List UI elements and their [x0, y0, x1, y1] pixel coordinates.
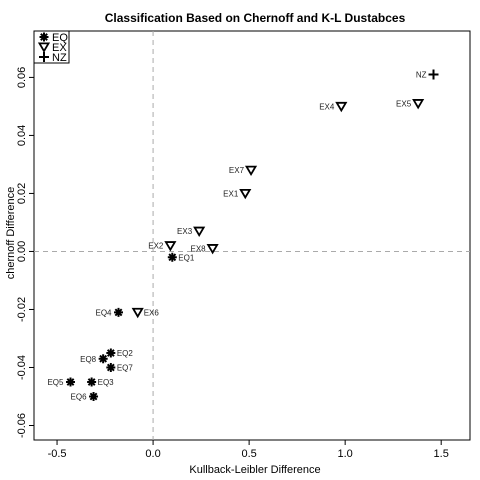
point-label-eq7: EQ7 [117, 363, 134, 372]
point-ex7 [244, 165, 258, 177]
point-eq6 [89, 391, 99, 401]
point-nz [428, 69, 439, 80]
point-label-nz: NZ [416, 71, 427, 80]
point-label-ex4: EX4 [319, 102, 335, 111]
x-tick-label: -0.5 [48, 448, 67, 460]
x-tick-label: 1.0 [338, 448, 353, 460]
chart-title: Classification Based on Chernoff and K-L… [105, 11, 406, 25]
point-eq4 [114, 307, 124, 317]
point-label-ex8: EX8 [191, 245, 207, 254]
y-tick-label: -0.06 [16, 413, 28, 438]
point-label-eq6: EQ6 [71, 392, 88, 401]
point-eq8 [98, 354, 108, 364]
point-label-ex7: EX7 [229, 166, 245, 175]
legend-label-nz: NZ [52, 52, 67, 64]
point-ex6 [131, 307, 144, 319]
y-axis-label: chernoff Difference [5, 187, 17, 280]
point-label-eq5: EQ5 [47, 378, 64, 387]
legend-label-eq: EQ [52, 32, 68, 44]
point-label-eq2: EQ2 [117, 349, 134, 358]
y-tick-label: 0.04 [16, 125, 28, 146]
point-label-eq8: EQ8 [80, 355, 97, 364]
series-eq: EQ1 EQ2 EQ3 EQ4 EQ5 EQ6 EQ7 EQ8 [47, 252, 195, 401]
x-tick-label: 0.5 [241, 448, 256, 460]
point-eq3 [87, 377, 97, 387]
point-label-ex6: EX6 [144, 308, 160, 317]
x-axis-label: Kullback-Leibler Difference [189, 464, 320, 476]
legend-marker-ex [37, 42, 51, 53]
point-label-ex1: EX1 [223, 189, 239, 198]
y-tick-label: -0.04 [16, 355, 28, 380]
plot-frame [33, 30, 471, 441]
point-label-ex2: EX2 [148, 242, 164, 251]
y-tick-label: 0.00 [16, 241, 28, 262]
plot-layer: -0.5 0.0 0.5 1.0 1.5 -0.06 -0.04 -0.02 0.00 0.02 0… [16, 30, 471, 460]
point-ex5 [412, 99, 425, 110]
point-eq5 [65, 377, 75, 387]
point-ex2 [164, 241, 177, 252]
x-tick-label: 0.0 [145, 448, 160, 460]
y-tick-label: 0.06 [16, 67, 28, 88]
series-nz: NZ [416, 69, 439, 80]
point-ex4 [335, 101, 348, 113]
y-tick-label: -0.02 [16, 297, 28, 322]
series-ex: EX1 EX2 EX3 EX4 EX5 EX6 EX7 EX8 [131, 99, 425, 319]
point-ex3 [193, 226, 206, 237]
y-tick-label: 0.02 [16, 183, 28, 204]
point-label-eq3: EQ3 [98, 378, 115, 387]
point-eq7 [106, 362, 116, 372]
point-ex1 [239, 188, 252, 200]
legend-label-ex: EX [52, 42, 67, 54]
point-label-ex5: EX5 [396, 100, 412, 109]
point-eq1 [167, 252, 177, 262]
point-eq2 [106, 348, 116, 358]
legend-marker-eq [39, 32, 49, 42]
point-ex8 [206, 244, 219, 255]
legend-marker-nz [39, 52, 49, 62]
point-label-ex3: EX3 [177, 227, 193, 236]
x-tick-label: 1.5 [434, 448, 449, 460]
point-label-eq1: EQ1 [178, 253, 195, 262]
point-label-eq4: EQ4 [95, 308, 112, 317]
